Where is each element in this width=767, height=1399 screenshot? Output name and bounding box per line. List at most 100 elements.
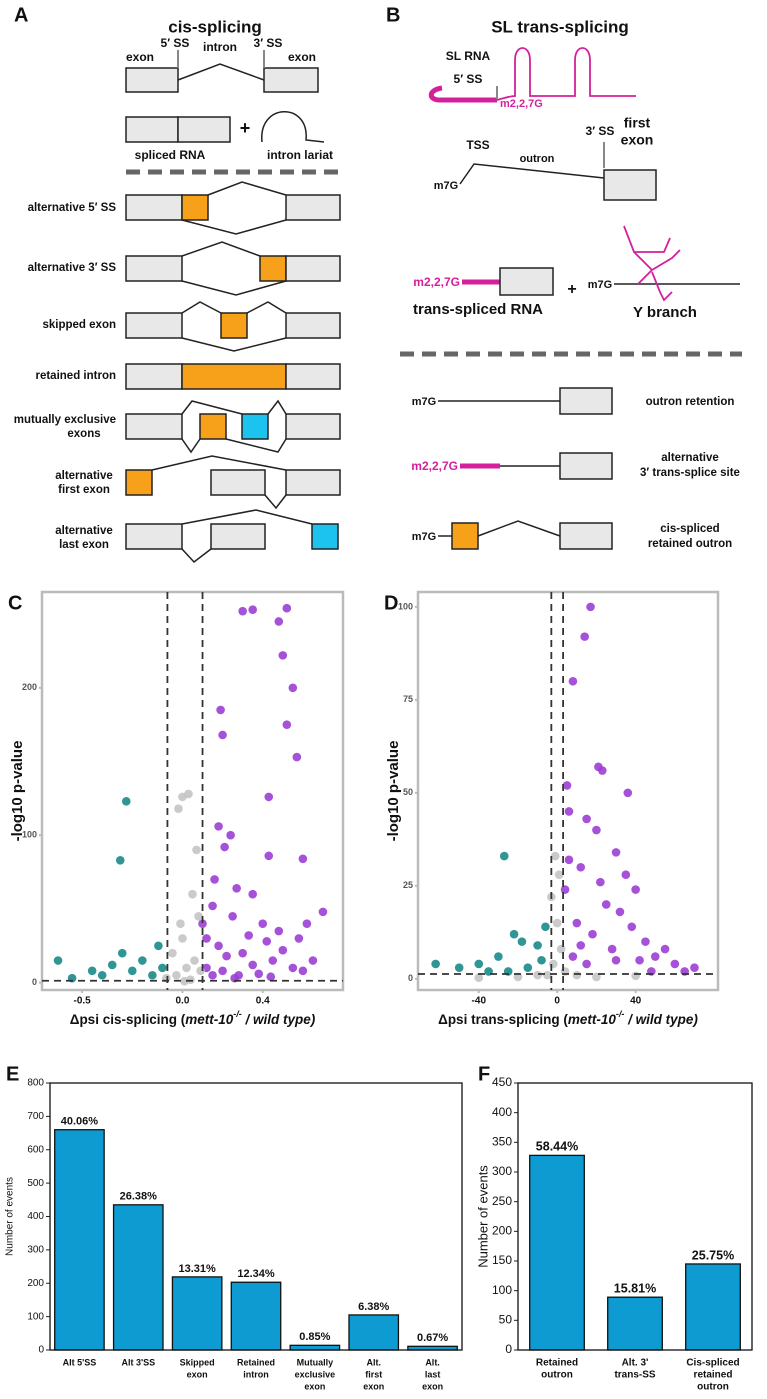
point: [214, 941, 223, 951]
bar-label: 0.85%: [299, 1331, 330, 1343]
alt-exon: [311, 523, 339, 550]
point: [318, 907, 328, 917]
point: [238, 948, 247, 958]
exon: [499, 267, 554, 296]
plot-frame: [40, 590, 345, 992]
exon: [559, 452, 613, 480]
point: [541, 922, 550, 932]
event-label: skipped exon: [43, 319, 117, 331]
panel-letter: A: [14, 4, 28, 26]
point: [288, 963, 298, 973]
point: [182, 963, 191, 973]
cap-label: m2,2,7G: [411, 459, 458, 473]
junction: [181, 548, 212, 564]
retained-intron: retained intron: [35, 363, 341, 390]
point: [194, 911, 203, 921]
point: [568, 676, 578, 686]
event-label: retained outron: [648, 538, 732, 550]
point: [582, 959, 591, 969]
point: [216, 705, 225, 715]
point: [615, 907, 625, 917]
y-tick-label: 400: [27, 1211, 44, 1222]
point: [494, 952, 503, 961]
point: [248, 960, 257, 970]
y-tick-label: 200: [27, 1278, 44, 1289]
bar-chart: E 0 100 200 300 400 500 600 700 800 40.06% Alt 5'SS…: [5, 1063, 463, 1391]
point: [572, 970, 582, 980]
event-label: last exon: [59, 539, 109, 551]
junction: [181, 400, 243, 415]
alt-exon: [199, 413, 227, 440]
cap-label: m7G: [434, 180, 458, 192]
point: [184, 789, 193, 799]
point: [431, 959, 440, 969]
y-tick-label: 100: [492, 1283, 512, 1297]
event-label: cis-spliced: [660, 523, 719, 535]
point: [308, 956, 318, 965]
exon: [125, 413, 183, 440]
x-tick-label: outron: [541, 1370, 573, 1381]
point: [248, 889, 257, 899]
point: [537, 955, 546, 965]
point: [607, 944, 617, 954]
alt-exon: [125, 469, 153, 496]
exon: [125, 255, 183, 282]
y-tick-label: 300: [27, 1245, 44, 1256]
junction: [264, 494, 287, 510]
x-axis-label-part: Δpsi cis-splicing (: [70, 1012, 186, 1027]
exon: [285, 194, 341, 221]
event-label: 3′ trans-splice site: [640, 467, 740, 479]
y-tick-label: 75: [403, 694, 413, 704]
cap-label: m2,2,7G: [413, 275, 460, 289]
alt-exon: [259, 255, 287, 282]
event-label: alternative: [661, 452, 719, 464]
plus: +: [567, 281, 576, 298]
x-tick-label: last: [425, 1369, 441, 1379]
point: [192, 845, 201, 855]
exon: [210, 523, 266, 550]
scatter-chart: C 0 100 200 -0.5 0.0 0.4 -log10 p-value Δpsi cis…: [8, 590, 345, 1027]
exon: [559, 522, 613, 550]
point: [220, 842, 229, 852]
x-tick-label: exon: [363, 1381, 384, 1391]
point: [292, 752, 302, 762]
alt-last-exon: alternative last exon: [55, 509, 339, 564]
x-tick-label: retained: [694, 1370, 733, 1381]
x-axis-label-part: / wild type): [624, 1012, 698, 1027]
exon: [285, 363, 341, 390]
point: [298, 966, 308, 976]
bar-label: 0.67%: [417, 1332, 448, 1344]
x-tick-label: Alt 5'SS: [63, 1357, 97, 1367]
y-tick-label: 0: [408, 973, 413, 983]
point: [198, 919, 207, 928]
panel-title: SL trans-splicing: [491, 17, 629, 36]
point: [562, 781, 572, 790]
panel-letter: E: [6, 1063, 19, 1085]
intron-line: [177, 63, 265, 81]
x-axis-label-part: -/-: [616, 1009, 625, 1019]
alt-exon: [181, 194, 209, 221]
alt-exon: [181, 363, 287, 390]
event-label: alternative 3′ SS: [28, 262, 117, 274]
point: [128, 966, 137, 976]
point: [222, 951, 231, 961]
point: [53, 956, 63, 965]
x-tick-label: Cis-spliced: [686, 1358, 739, 1369]
label: 5′ SS: [454, 72, 483, 86]
label: spliced RNA: [135, 148, 206, 162]
point: [621, 870, 631, 879]
bar: [112, 1204, 164, 1351]
point: [499, 851, 509, 861]
x-tick-label: Alt.: [366, 1357, 381, 1367]
event-label: exons: [67, 428, 100, 440]
x-tick-label: Retained: [536, 1358, 578, 1369]
y-tick-label: 800: [27, 1078, 44, 1089]
x-axis-label-part: mett-10: [568, 1012, 617, 1027]
point: [302, 919, 312, 928]
point: [523, 963, 533, 972]
point: [568, 952, 578, 961]
point: [190, 956, 199, 965]
y-branch: [623, 225, 681, 302]
panel-b: B SL trans-splicing SL RNA 5′ SS m2,2,7G…: [386, 4, 742, 550]
sl-intron: [496, 47, 636, 101]
